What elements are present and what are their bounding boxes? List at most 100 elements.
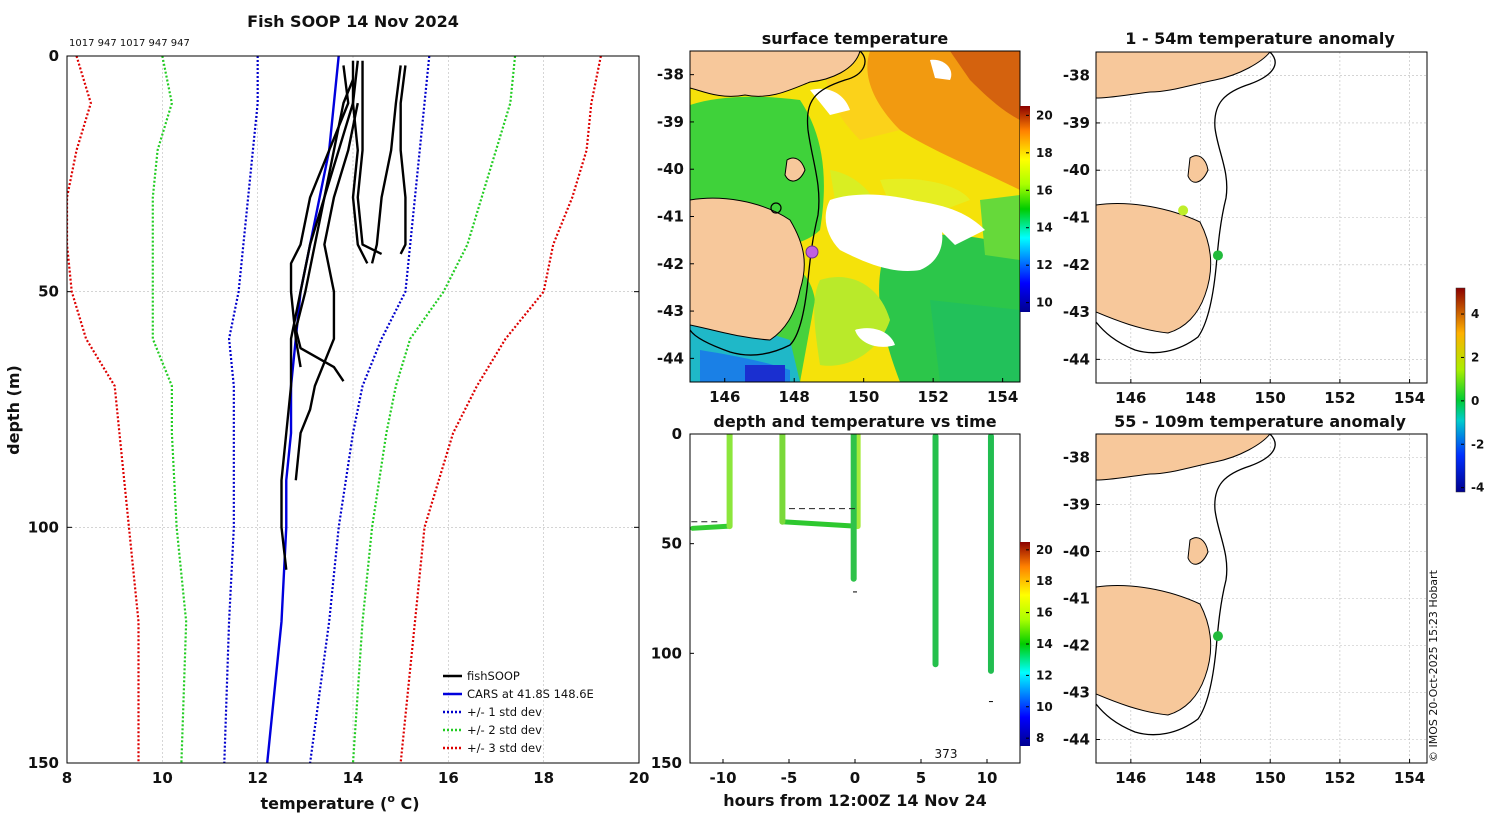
anom1-xtick-label: 150 (1255, 389, 1286, 407)
legend-label-fishsoop: fishSOOP (467, 669, 520, 683)
profile-line-fishsoop (294, 102, 359, 481)
anom1-land-island (1187, 155, 1209, 183)
sst-panel: surface temperature (657, 29, 1053, 406)
sst-xtick-label: 146 (709, 388, 740, 406)
anom1-title: 1 - 54m temperature anomaly (1125, 29, 1395, 48)
anom1-shelf-contour (1096, 52, 1276, 354)
credit-text: © IMOS 20-Oct-2025 15:23 Hobart (1427, 569, 1440, 762)
sCbar-label: 14 (1036, 221, 1053, 235)
sst-ytick-label: -44 (657, 349, 684, 367)
sst-ytick-label: -42 (657, 255, 684, 273)
profile-line-fishsoop (280, 79, 355, 570)
aCbar-label: 4 (1471, 307, 1479, 321)
anom1-xtick-label: 152 (1324, 389, 1355, 407)
time-series (690, 434, 994, 703)
tCbar-label: 20 (1036, 543, 1053, 557)
sst-colorbar-ticks: 10 12 14 16 18 20 (1026, 108, 1053, 310)
profile-ytick-label: 50 (38, 283, 59, 301)
profile-line--1-std-dev (223, 56, 259, 763)
profile-ytick-label: 100 (28, 518, 59, 536)
sst-land (690, 51, 861, 341)
anomaly-colorbar-ticks: -4 -2 0 2 4 (1461, 307, 1484, 495)
tCbar-label: 16 (1036, 606, 1053, 620)
profile-line-fishsoop (294, 60, 355, 382)
profile-xtick-label: 20 (629, 769, 650, 787)
anom1-ytick-label: -38 (1063, 67, 1090, 85)
legend-label-sd2: +/- 2 std dev (467, 723, 542, 737)
anom2-ytick-label: -44 (1063, 731, 1090, 749)
anom2-xtick-label: 148 (1185, 769, 1216, 787)
sst-position-marker (805, 245, 819, 259)
profile-xtick-label: 10 (152, 769, 173, 787)
aCbar-label: -4 (1471, 481, 1484, 495)
anomaly-colorbar (1455, 287, 1466, 493)
tCbar-label: 12 (1036, 668, 1053, 682)
time-xtick-label: -10 (709, 769, 736, 787)
profile-line-fishsoop (370, 65, 402, 264)
anom2-axes-box (1095, 433, 1428, 764)
sst-shelf-contour (690, 51, 866, 356)
anom2-ytick-label: -39 (1063, 496, 1090, 514)
aCbar-label: 2 (1471, 350, 1479, 364)
anom2-title: 55 - 109m temperature anomaly (1114, 412, 1406, 431)
time-title: depth and temperature vs time (713, 412, 996, 431)
profile-xtick-label: 14 (343, 769, 364, 787)
time-panel: depth and temperature vs time -10 -5 0 5 100… (651, 412, 1053, 810)
anom1-grid: 146 148 150 152 154 -38 -39 -40 -41 -42 -43 -44 (1063, 52, 1427, 407)
anom1-axes-box (1095, 51, 1428, 384)
sst-ytick-label: -40 (657, 160, 684, 178)
anom1-land-tasmania (1096, 203, 1212, 334)
profile-ylabel: depth (m) (4, 365, 23, 455)
anom2-xtick-label: 146 (1115, 769, 1146, 787)
anom1-map (1096, 52, 1276, 354)
anom1-land-mainland (1096, 52, 1271, 99)
profile-series (67, 56, 602, 763)
anom1-xtick-label: 154 (1394, 389, 1425, 407)
anom1-point (1212, 250, 1223, 261)
profile-grid (67, 56, 639, 763)
time-colorbar-ticks: 8 10 12 14 16 18 20 (1026, 543, 1053, 745)
time-ytick-label: 0 (672, 425, 682, 443)
time-annotation: 373 (935, 747, 958, 761)
sst-ytick-label: -38 (657, 66, 684, 84)
profile-line-cars-at-41-8s-148-6e (266, 56, 340, 763)
sCbar-label: 18 (1036, 146, 1053, 160)
anom2-xtick-label: 152 (1324, 769, 1355, 787)
sst-xtick-label: 150 (848, 388, 879, 406)
profile-ticks: 8 10 12 14 16 18 20 0 50 100 150 (28, 47, 650, 787)
profile-axes-box (66, 55, 640, 764)
anom2-land-tasmania (1096, 585, 1212, 716)
anom1-ytick-label: -41 (1063, 209, 1090, 227)
anom2-land-island (1187, 537, 1209, 565)
profile-xtick-label: 16 (438, 769, 459, 787)
time-ytick-label: 150 (651, 754, 682, 772)
anom2-panel: 55 - 109m temperature anomaly 146 148 150 1… (1063, 412, 1428, 787)
aCbar-label: 0 (1471, 394, 1479, 408)
anom2-ytick-label: -42 (1063, 637, 1090, 655)
anom2-shelf-contour (1096, 434, 1276, 736)
anom2-grid: 146 148 150 152 154 -38 -39 -40 -41 -42 -43 -44 (1063, 434, 1427, 787)
tCbar-label: 10 (1036, 700, 1053, 714)
profile-ytick-label: 150 (28, 754, 59, 772)
time-ytick-label: 100 (651, 644, 682, 662)
anom1-ytick-label: -42 (1063, 256, 1090, 274)
anom1-ytick-label: -40 (1063, 161, 1090, 179)
profile-xtick-label: 18 (533, 769, 554, 787)
time-xtick-label: 10 (977, 769, 998, 787)
legend-label-sd3: +/- 3 std dev (467, 741, 542, 755)
profile-panel: Fish SOOP 14 Nov 2024 1017 947 1017 947 … (4, 12, 649, 813)
profile-ytick-label: 0 (49, 47, 59, 65)
anom1-points (1178, 205, 1223, 261)
anom2-point (1212, 631, 1223, 642)
anom1-ytick-label: -43 (1063, 303, 1090, 321)
sCbar-label: 12 (1036, 258, 1053, 272)
sst-island-marker (770, 202, 782, 214)
sst-ticks: 146 148 150 152 154 -38 -39 -40 -41 -42 -43 -44 (657, 66, 1018, 406)
sCbar-label: 20 (1036, 108, 1053, 122)
legend-label-sd1: +/- 1 std dev (467, 705, 542, 719)
anom2-ytick-label: -41 (1063, 590, 1090, 608)
profile-xtick-label: 8 (62, 769, 72, 787)
sst-ytick-label: -43 (657, 302, 684, 320)
